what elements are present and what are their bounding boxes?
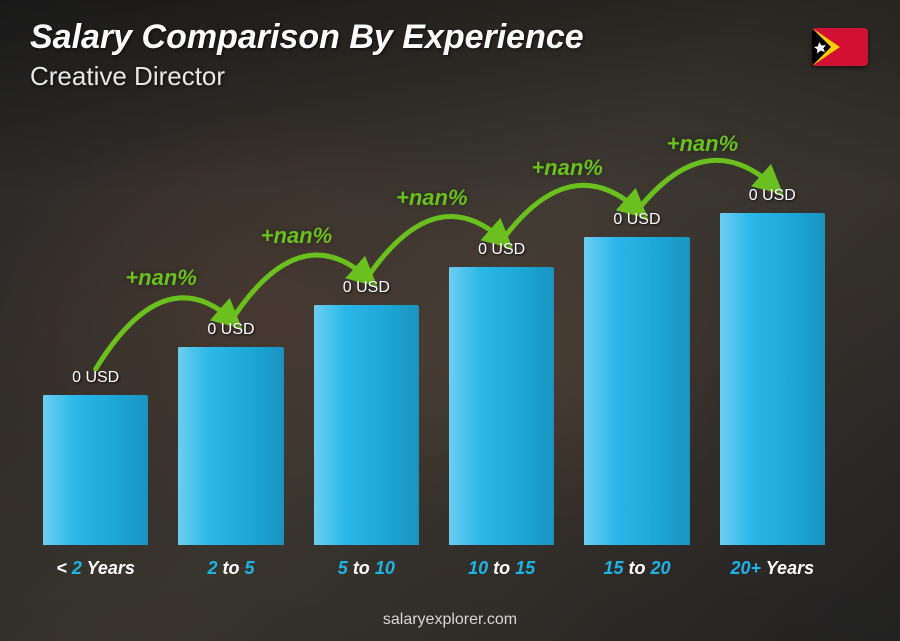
title-block: Salary Comparison By Experience Creative… [30, 18, 584, 92]
x-axis-label: 15 to 20 [569, 558, 704, 579]
x-axis-label: 5 to 10 [299, 558, 434, 579]
growth-label: +nan% [261, 223, 333, 249]
x-axis-label: 10 to 15 [434, 558, 569, 579]
chart-subtitle: Creative Director [30, 61, 584, 92]
bar-value-label: 0 USD [343, 279, 390, 297]
bar [449, 267, 555, 545]
x-axis-labels: < 2 Years2 to 55 to 1010 to 1515 to 2020… [28, 558, 840, 579]
bar-column: 0 USD [163, 130, 298, 545]
bar-column: 0 USD [705, 130, 840, 545]
growth-label: +nan% [667, 131, 739, 157]
chart-container: Salary Comparison By Experience Creative… [0, 0, 900, 641]
bar-value-label: 0 USD [478, 241, 525, 259]
x-axis-label: 20+ Years [705, 558, 840, 579]
footer-attribution: salaryexplorer.com [0, 611, 900, 629]
bar-value-label: 0 USD [613, 211, 660, 229]
country-flag-icon [812, 28, 868, 66]
x-axis-label: < 2 Years [28, 558, 163, 579]
chart-title: Salary Comparison By Experience [30, 18, 584, 57]
bar [314, 305, 420, 545]
x-axis-label: 2 to 5 [163, 558, 298, 579]
growth-label: +nan% [396, 185, 468, 211]
bar-value-label: 0 USD [207, 321, 254, 339]
bar [720, 213, 826, 545]
bar-value-label: 0 USD [749, 187, 796, 205]
bar [584, 237, 690, 545]
growth-label: +nan% [531, 155, 603, 181]
chart-area: 0 USD 0 USD 0 USD 0 USD 0 USD 0 USD < 2 Years… [28, 130, 840, 579]
bar-value-label: 0 USD [72, 369, 119, 387]
bar [43, 395, 149, 545]
bar [178, 347, 284, 545]
bar-column: 0 USD [28, 130, 163, 545]
bar-column: 0 USD [569, 130, 704, 545]
growth-label: +nan% [125, 265, 197, 291]
